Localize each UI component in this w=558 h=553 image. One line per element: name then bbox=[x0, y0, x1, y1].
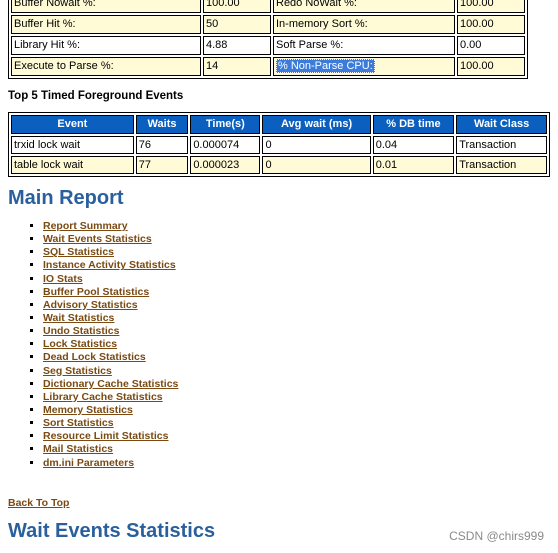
toc-link-report-summary[interactable]: Report Summary bbox=[43, 220, 128, 232]
event-time: 0.000023 bbox=[190, 156, 261, 174]
table-row: table lock wait 77 0.000023 0 0.01 Trans… bbox=[11, 156, 547, 174]
event-avg-wait: 0 bbox=[262, 156, 371, 174]
watermark: CSDN @chirs999 bbox=[449, 529, 544, 543]
list-item: dm.ini Parameters bbox=[43, 457, 548, 470]
toc-link-sort-statistics[interactable]: Sort Statistics bbox=[43, 417, 114, 430]
list-item: Seg Statistics bbox=[43, 365, 548, 378]
list-item: Report Summary bbox=[43, 220, 548, 233]
toc-link-dictionary-cache-statistics[interactable]: Dictionary Cache Statistics bbox=[43, 377, 179, 390]
event-name: trxid lock wait bbox=[11, 136, 134, 154]
list-item: IO Stats bbox=[43, 273, 548, 286]
list-item: Wait Statistics bbox=[43, 312, 548, 325]
list-item: Resource Limit Statistics bbox=[43, 430, 548, 443]
event-time: 0.000074 bbox=[190, 136, 261, 154]
toc-link-instance-activity-statistics[interactable]: Instance Activity Statistics bbox=[43, 259, 176, 272]
list-item: Buffer Pool Statistics bbox=[43, 286, 548, 299]
event-avg-wait: 0 bbox=[262, 136, 371, 154]
list-item: Sort Statistics bbox=[43, 417, 548, 430]
metric-label: Library Hit %: bbox=[11, 36, 201, 55]
list-item: Mail Statistics bbox=[43, 443, 548, 456]
metric-value: 50 bbox=[203, 15, 271, 34]
toc-link-mail-statistics[interactable]: Mail Statistics bbox=[43, 443, 114, 456]
list-item: SQL Statistics bbox=[43, 246, 548, 259]
toc-link-wait-statistics[interactable]: Wait Statistics bbox=[43, 311, 115, 324]
toc-link-lock-statistics[interactable]: Lock Statistics bbox=[43, 338, 118, 351]
metric-value: 100.00 bbox=[457, 57, 525, 76]
column-header: Event bbox=[11, 115, 134, 134]
table-header-row: Event Waits Time(s) Avg wait (ms) % DB t… bbox=[11, 115, 547, 134]
column-header: % DB time bbox=[372, 115, 455, 134]
toc-link-dm-ini-parameters[interactable]: dm.ini Parameters bbox=[43, 456, 135, 469]
top5-events-title: Top 5 Timed Foreground Events bbox=[8, 90, 184, 102]
event-db-time: 0.04 bbox=[372, 136, 455, 154]
event-waits: 76 bbox=[135, 136, 189, 154]
wait-events-heading: Wait Events Statistics bbox=[8, 519, 216, 542]
instance-efficiency-table: Buffer Nowait %: 100.00 Redo NoWait %: 1… bbox=[8, 0, 528, 79]
toc-link-seg-statistics[interactable]: Seg Statistics bbox=[43, 364, 112, 377]
event-name: table lock wait bbox=[11, 156, 134, 174]
metric-value: 0.00 bbox=[457, 36, 525, 55]
list-item: Instance Activity Statistics bbox=[43, 259, 548, 272]
toc-link-undo-statistics[interactable]: Undo Statistics bbox=[43, 325, 120, 338]
column-header: Time(s) bbox=[190, 115, 261, 134]
toc-link-resource-limit-statistics[interactable]: Resource Limit Statistics bbox=[43, 430, 169, 443]
list-item: Library Cache Statistics bbox=[43, 391, 548, 404]
top5-events-table: Event Waits Time(s) Avg wait (ms) % DB t… bbox=[8, 112, 550, 177]
toc-link-buffer-pool-statistics[interactable]: Buffer Pool Statistics bbox=[43, 285, 150, 298]
selected-text: % Non-Parse CPU: bbox=[276, 59, 375, 73]
event-wait-class: Transaction bbox=[456, 156, 547, 174]
metric-label: Buffer Hit %: bbox=[11, 15, 201, 34]
metric-value: 100.00 bbox=[203, 0, 271, 13]
toc-link-memory-statistics[interactable]: Memory Statistics bbox=[43, 403, 133, 416]
metric-label: Buffer Nowait %: bbox=[11, 0, 201, 13]
report-toc: Report Summary Wait Events Statistics SQ… bbox=[8, 220, 548, 470]
list-item: Dictionary Cache Statistics bbox=[43, 378, 548, 391]
list-item: Memory Statistics bbox=[43, 404, 548, 417]
column-header: Wait Class bbox=[456, 115, 547, 134]
metric-value: 4.88 bbox=[203, 36, 271, 55]
metric-value: 14 bbox=[203, 57, 271, 76]
metric-label: In-memory Sort %: bbox=[273, 15, 455, 34]
toc-link-io-stats[interactable]: IO Stats bbox=[43, 272, 83, 285]
metric-label: % Non-Parse CPU: bbox=[273, 57, 455, 76]
report-page: Buffer Nowait %: 100.00 Redo NoWait %: 1… bbox=[8, 0, 550, 543]
metric-value: 100.00 bbox=[457, 0, 525, 13]
toc-link-library-cache-statistics[interactable]: Library Cache Statistics bbox=[43, 390, 163, 403]
list-item: Dead Lock Statistics bbox=[43, 351, 548, 364]
main-report-heading: Main Report bbox=[8, 187, 124, 209]
table-row: Execute to Parse %: 14 % Non-Parse CPU: … bbox=[11, 57, 525, 76]
toc-link-sql-statistics[interactable]: SQL Statistics bbox=[43, 246, 114, 259]
event-waits: 77 bbox=[135, 156, 189, 174]
event-wait-class: Transaction bbox=[456, 136, 547, 154]
list-item: Lock Statistics bbox=[43, 338, 548, 351]
metric-value: 100.00 bbox=[457, 15, 525, 34]
toc-link-advisory-statistics[interactable]: Advisory Statistics bbox=[43, 298, 138, 311]
table-row: Buffer Nowait %: 100.00 Redo NoWait %: 1… bbox=[11, 0, 525, 13]
list-item: Wait Events Statistics bbox=[43, 233, 548, 246]
list-item: Undo Statistics bbox=[43, 325, 548, 338]
table-row: Library Hit %: 4.88 Soft Parse %: 0.00 bbox=[11, 36, 525, 55]
metric-label: Execute to Parse %: bbox=[11, 57, 201, 76]
table-row: Buffer Hit %: 50 In-memory Sort %: 100.0… bbox=[11, 15, 525, 34]
event-db-time: 0.01 bbox=[372, 156, 455, 174]
table-row: trxid lock wait 76 0.000074 0 0.04 Trans… bbox=[11, 136, 547, 154]
back-to-top-link[interactable]: Back To Top bbox=[8, 496, 70, 509]
metric-label: Redo NoWait %: bbox=[273, 0, 455, 13]
metric-label: Soft Parse %: bbox=[273, 36, 455, 55]
column-header: Avg wait (ms) bbox=[262, 115, 371, 134]
toc-link-dead-lock-statistics[interactable]: Dead Lock Statistics bbox=[43, 351, 146, 364]
list-item: Advisory Statistics bbox=[43, 299, 548, 312]
column-header: Waits bbox=[135, 115, 189, 134]
toc-link-wait-events-statistics[interactable]: Wait Events Statistics bbox=[43, 233, 152, 246]
